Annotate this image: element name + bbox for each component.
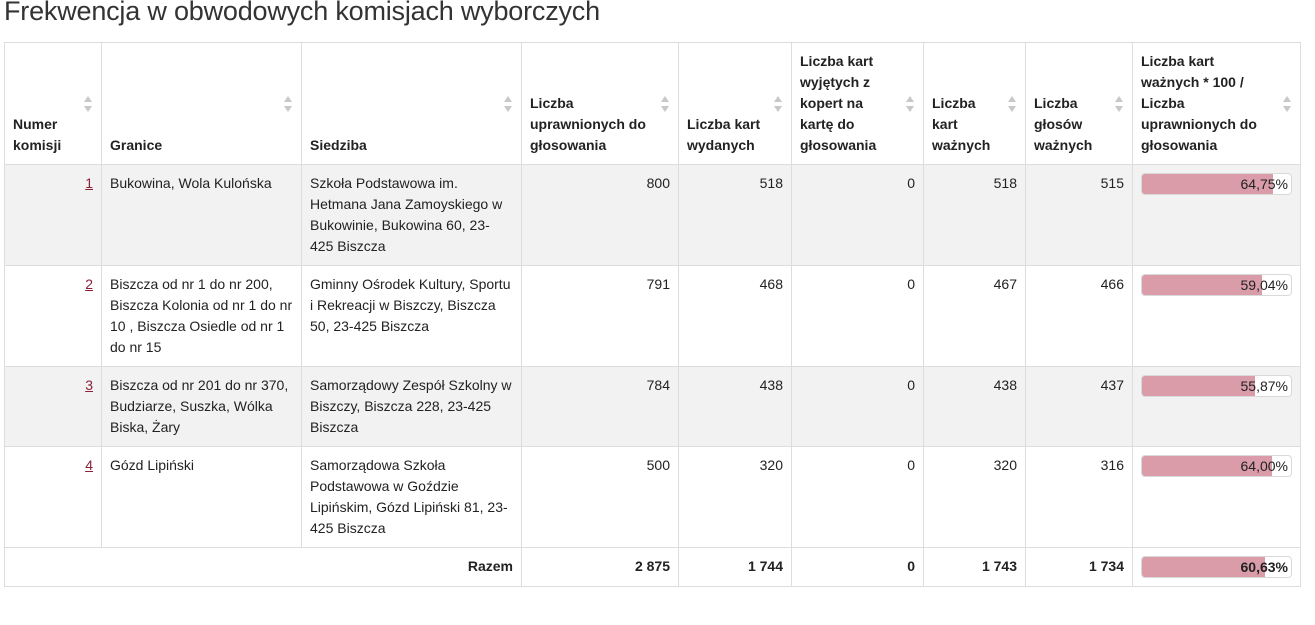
column-header-numer[interactable]: Numer komisji [4, 42, 102, 165]
total-label: Razem [4, 547, 522, 587]
column-header-siedziba[interactable]: Siedziba [301, 42, 522, 165]
column-header-label: Siedziba [310, 137, 367, 153]
total-wydanych: 1 744 [678, 547, 792, 587]
frekwencja-cell: 55,87% [1132, 366, 1301, 447]
glosow-cell: 316 [1025, 446, 1133, 548]
turnout-bar: 55,87% [1141, 375, 1292, 397]
total-uprawnionych: 2 875 [521, 547, 679, 587]
wydanych-cell: 518 [678, 164, 792, 266]
page-title: Frekwencja w obwodowych komisjach wyborc… [4, 0, 600, 26]
glosow-cell: 466 [1025, 265, 1133, 367]
table-row: 3 Biszcza od nr 201 do nr 370, Budziarze… [4, 366, 1301, 447]
glosow-cell: 515 [1025, 164, 1133, 266]
siedziba-cell: Gminny Ośrodek Kultury, Sportu i Rekreac… [301, 265, 522, 367]
total-waznych: 1 743 [923, 547, 1026, 587]
turnout-value: 59,04% [1240, 277, 1288, 293]
wyjetych-cell: 0 [791, 265, 924, 367]
uprawnionych-cell: 500 [521, 446, 679, 548]
column-header-label: Liczba kart wyjętych z kopert na kartę d… [800, 53, 877, 153]
column-header-label: Liczba kart ważnych [932, 95, 991, 153]
column-header-granice[interactable]: Granice [101, 42, 302, 165]
column-header-frekwencja[interactable]: Liczba kart ważnych * 100 / Liczba upraw… [1132, 42, 1301, 165]
turnout-bar-fill [1142, 174, 1274, 194]
sort-icon [504, 95, 512, 112]
column-header-waznych[interactable]: Liczba kart ważnych [923, 42, 1026, 165]
committee-number-cell: 3 [4, 366, 102, 447]
wydanych-cell: 468 [678, 265, 792, 367]
siedziba-cell: Samorządowy Zespół Szkolny w Biszczy, Bi… [301, 366, 522, 447]
column-header-label: Granice [110, 137, 163, 153]
column-header-wyjetych[interactable]: Liczba kart wyjętych z kopert na kartę d… [791, 42, 924, 165]
turnout-table: Numer komisji Granice Siedziba Liczba up… [4, 42, 1301, 587]
waznych-cell: 320 [923, 446, 1026, 548]
column-header-wydanych[interactable]: Liczba kart wydanych [678, 42, 792, 165]
granice-cell: Gózd Lipiński [101, 446, 302, 548]
table-row: 4 Gózd Lipiński Samorządowa Szkoła Podst… [4, 446, 1301, 548]
turnout-bar: 59,04% [1141, 274, 1292, 296]
wyjetych-cell: 0 [791, 366, 924, 447]
uprawnionych-cell: 800 [521, 164, 679, 266]
column-header-uprawnionych[interactable]: Liczba uprawnionych do głosowania [521, 42, 679, 165]
uprawnionych-cell: 784 [521, 366, 679, 447]
turnout-bar-fill [1142, 376, 1256, 396]
table-row: 1 Bukowina, Wola Kulońska Szkoła Podstaw… [4, 164, 1301, 266]
committee-number-link[interactable]: 2 [85, 276, 93, 292]
total-wyjetych: 0 [791, 547, 924, 587]
committee-number-cell: 4 [4, 446, 102, 548]
committee-number-link[interactable]: 1 [85, 175, 93, 191]
committee-number-cell: 2 [4, 265, 102, 367]
sort-icon [284, 95, 292, 112]
total-glosow: 1 734 [1025, 547, 1133, 587]
column-header-label: Numer komisji [13, 116, 62, 153]
turnout-bar: 64,75% [1141, 173, 1292, 195]
frekwencja-cell: 64,00% [1132, 446, 1301, 548]
committee-number-cell: 1 [4, 164, 102, 266]
sort-icon [1115, 95, 1123, 112]
turnout-value: 55,87% [1240, 378, 1288, 394]
frekwencja-cell: 59,04% [1132, 265, 1301, 367]
column-header-label: Liczba głosów ważnych [1034, 95, 1093, 153]
granice-cell: Biszcza od nr 1 do nr 200, Biszcza Kolon… [101, 265, 302, 367]
glosow-cell: 437 [1025, 366, 1133, 447]
turnout-value: 64,75% [1240, 176, 1288, 192]
turnout-bar: 60,63% [1141, 556, 1292, 578]
sort-icon [84, 95, 92, 112]
turnout-value: 64,00% [1240, 458, 1288, 474]
sort-icon [1008, 95, 1016, 112]
column-header-label: Liczba kart wydanych [687, 116, 761, 153]
granice-cell: Biszcza od nr 201 do nr 370, Budziarze, … [101, 366, 302, 447]
wydanych-cell: 320 [678, 446, 792, 548]
uprawnionych-cell: 791 [521, 265, 679, 367]
committee-number-link[interactable]: 4 [85, 457, 93, 473]
siedziba-cell: Szkoła Podstawowa im. Hetmana Jana Zamoy… [301, 164, 522, 266]
sort-icon [661, 95, 669, 112]
sort-icon [774, 95, 782, 112]
total-frekwencja-cell: 60,63% [1132, 547, 1301, 587]
sort-icon [1283, 95, 1291, 112]
turnout-bar-fill [1142, 557, 1265, 577]
column-header-glosow[interactable]: Liczba głosów ważnych [1025, 42, 1133, 165]
turnout-value: 60,63% [1240, 559, 1288, 575]
frekwencja-cell: 64,75% [1132, 164, 1301, 266]
turnout-bar-fill [1142, 456, 1272, 476]
waznych-cell: 467 [923, 265, 1026, 367]
turnout-bar: 64,00% [1141, 455, 1292, 477]
committee-number-link[interactable]: 3 [85, 377, 93, 393]
waznych-cell: 518 [923, 164, 1026, 266]
column-header-label: Liczba uprawnionych do głosowania [530, 95, 646, 153]
wyjetych-cell: 0 [791, 446, 924, 548]
wyjetych-cell: 0 [791, 164, 924, 266]
turnout-bar-fill [1142, 275, 1262, 295]
siedziba-cell: Samorządowa Szkoła Podstawowa w Goździe … [301, 446, 522, 548]
waznych-cell: 438 [923, 366, 1026, 447]
sort-icon [906, 95, 914, 112]
column-header-label: Liczba kart ważnych * 100 / Liczba upraw… [1141, 53, 1257, 153]
granice-cell: Bukowina, Wola Kulońska [101, 164, 302, 266]
table-row: 2 Biszcza od nr 1 do nr 200, Biszcza Kol… [4, 265, 1301, 367]
total-row: Razem 2 875 1 744 0 1 743 1 734 60,63% [4, 547, 1301, 587]
wydanych-cell: 438 [678, 366, 792, 447]
